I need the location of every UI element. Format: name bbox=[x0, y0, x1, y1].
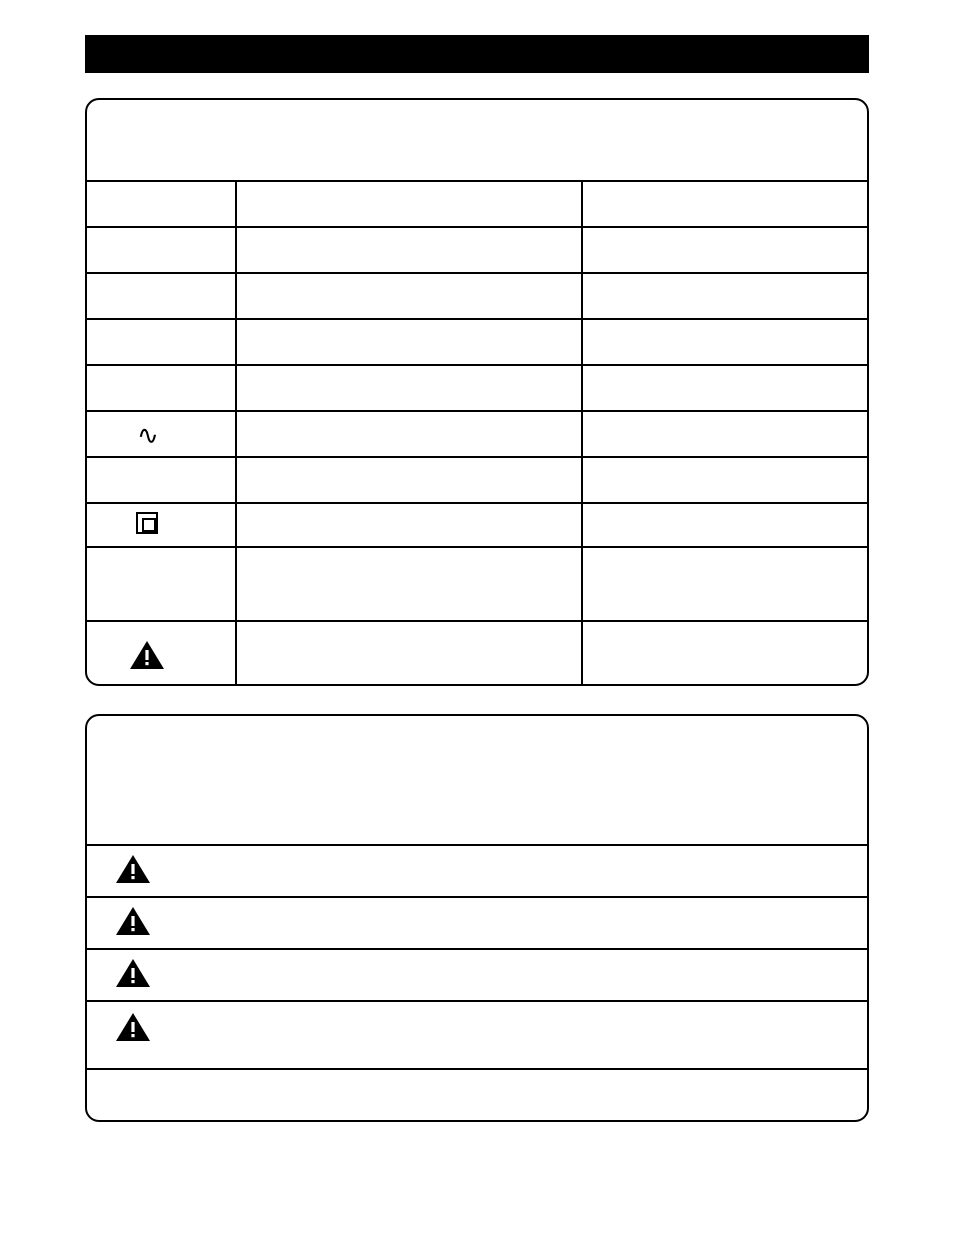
table-row-divider bbox=[87, 620, 867, 622]
table-col-divider bbox=[581, 180, 583, 684]
signal-words-table bbox=[85, 714, 869, 1122]
table-row-divider bbox=[87, 1068, 867, 1070]
table-row-divider bbox=[87, 364, 867, 366]
table-row-divider bbox=[87, 948, 867, 950]
ac-symbol-icon: ∿ bbox=[137, 422, 159, 448]
table-row-divider bbox=[87, 844, 867, 846]
section-header-bar bbox=[85, 35, 869, 73]
table-row-divider bbox=[87, 272, 867, 274]
warning-icon bbox=[115, 906, 151, 936]
table-row-divider bbox=[87, 180, 867, 182]
warning-icon bbox=[115, 854, 151, 884]
table-row-divider bbox=[87, 546, 867, 548]
table-row-divider bbox=[87, 318, 867, 320]
table-row-divider bbox=[87, 1000, 867, 1002]
warning-icon bbox=[115, 1012, 151, 1042]
table-row-divider bbox=[87, 896, 867, 898]
symbology-table: ∿ bbox=[85, 98, 869, 686]
table-row-divider bbox=[87, 502, 867, 504]
table-row-divider bbox=[87, 410, 867, 412]
table-col-divider bbox=[235, 180, 237, 684]
warning-icon bbox=[129, 640, 165, 670]
manual-page: ∿ bbox=[0, 0, 954, 1235]
double-insulated-icon bbox=[136, 512, 158, 534]
table-row-divider bbox=[87, 226, 867, 228]
warning-icon bbox=[115, 958, 151, 988]
table-row-divider bbox=[87, 456, 867, 458]
